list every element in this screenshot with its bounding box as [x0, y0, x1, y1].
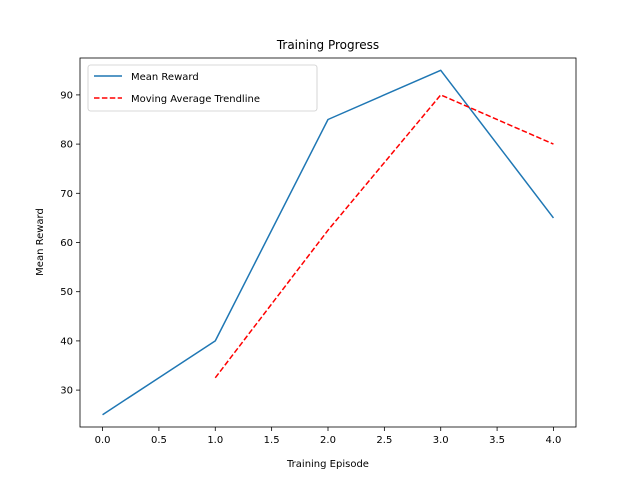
y-tick-label: 90 — [60, 90, 73, 101]
y-tick-label: 30 — [60, 386, 73, 397]
series-line-1 — [102, 69, 555, 416]
y-tick-label: 40 — [60, 336, 73, 347]
x-tick-label: 4.0 — [546, 435, 562, 446]
x-tick-label: 2.5 — [376, 435, 392, 446]
x-tick-label: 3.0 — [433, 435, 449, 446]
y-axis-label: Mean Reward — [35, 208, 46, 276]
x-tick-label: 1.0 — [207, 435, 223, 446]
y-tick-label: 60 — [60, 238, 73, 249]
legend-box — [87, 64, 318, 112]
y-tick-label: 80 — [60, 140, 73, 151]
x-axis-label: Training Episode — [286, 459, 369, 470]
x-tick-label: 1.5 — [264, 435, 280, 446]
chart-title: Training Progress — [276, 38, 379, 52]
x-tick-label: 2.0 — [320, 435, 336, 446]
y-tick-label: 70 — [60, 189, 73, 200]
y-tick-label: 50 — [60, 287, 73, 298]
x-tick-label: 0.5 — [151, 435, 167, 446]
legend: Mean Reward Moving Average Trendline — [87, 64, 318, 112]
x-tick-label: 0.0 — [95, 435, 111, 446]
plot-area: 0.0 0.5 1.0 1.5 2.0 2.5 3.0 3.5 4.0 30 40 50 60 70 80 9… — [60, 57, 577, 446]
legend-label-2: Moving Average Trendline — [131, 94, 260, 105]
series-line-2 — [214, 94, 554, 379]
x-tick-label: 3.5 — [489, 435, 505, 446]
legend-label-1: Mean Reward — [131, 72, 199, 83]
